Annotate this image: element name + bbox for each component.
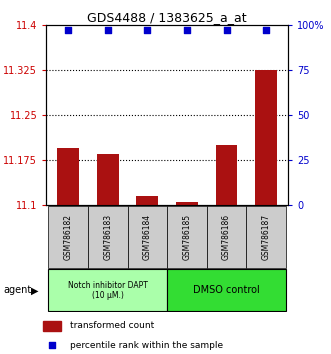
Point [184,27,190,33]
Text: GSM786185: GSM786185 [182,214,191,260]
FancyBboxPatch shape [167,206,207,268]
Text: DMSO control: DMSO control [193,285,260,295]
Text: GSM786187: GSM786187 [262,214,271,260]
FancyBboxPatch shape [88,206,127,268]
Bar [43,321,61,331]
Point [263,27,269,33]
Bar [176,202,198,205]
FancyBboxPatch shape [246,206,286,268]
Text: percentile rank within the sample: percentile rank within the sample [70,341,223,350]
Point [224,27,229,33]
Bar [216,145,237,205]
Text: GSM786186: GSM786186 [222,214,231,260]
Text: transformed count: transformed count [70,321,154,331]
Text: GSM786182: GSM786182 [64,214,72,260]
Text: Notch inhibitor DAPT
(10 μM.): Notch inhibitor DAPT (10 μM.) [68,281,148,300]
Text: agent: agent [3,285,31,295]
FancyBboxPatch shape [207,206,246,268]
FancyBboxPatch shape [127,206,167,268]
FancyBboxPatch shape [167,269,286,311]
Bar [97,154,118,205]
Point [105,27,110,33]
Point [145,27,150,33]
Text: GSM786184: GSM786184 [143,214,152,260]
Title: GDS4488 / 1383625_a_at: GDS4488 / 1383625_a_at [87,11,247,24]
FancyBboxPatch shape [48,206,88,268]
Point [49,343,55,348]
Text: GSM786183: GSM786183 [103,214,112,260]
Text: ▶: ▶ [31,285,39,295]
Bar [57,148,79,205]
Point [66,27,71,33]
Bar [136,196,158,205]
FancyBboxPatch shape [48,269,167,311]
Bar [255,70,277,205]
